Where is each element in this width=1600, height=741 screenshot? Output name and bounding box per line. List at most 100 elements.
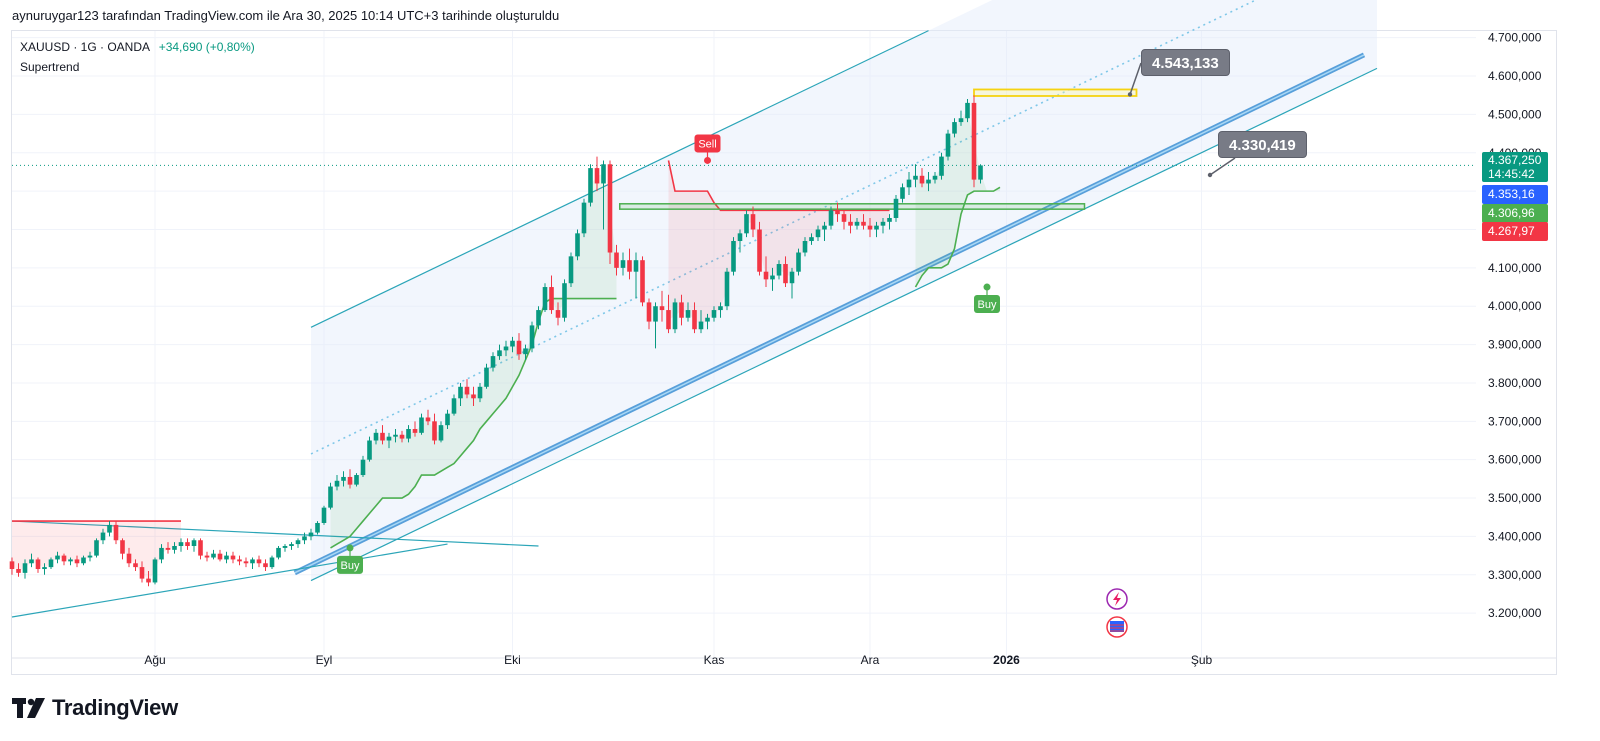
y-tick-label: 3.300,000: [1488, 568, 1542, 582]
candle-body: [9, 561, 15, 570]
candle-body: [887, 217, 892, 222]
candle-body: [282, 546, 288, 548]
candle-body: [711, 310, 717, 318]
channel-lower-line: [310, 67, 1378, 582]
candle-body: [822, 225, 827, 230]
candle-body: [835, 210, 840, 215]
candle-body: [529, 325, 535, 349]
supertrend-up-1: [330, 297, 617, 549]
supertrend-up-2: [914, 186, 1001, 288]
candle-body: [718, 306, 723, 311]
candle-body: [919, 175, 925, 184]
candle-body: [250, 559, 255, 564]
candle-body: [87, 555, 93, 558]
candle-body: [237, 559, 242, 562]
candle-body: [848, 221, 853, 226]
candle-body: [763, 271, 769, 280]
x-tick-label: Eki: [504, 653, 521, 667]
candle-body: [347, 476, 353, 485]
candle-body: [451, 398, 457, 414]
candle-body: [789, 271, 795, 284]
legend-change: +34,690 (+0,80%): [158, 40, 255, 54]
candle-body: [55, 555, 60, 560]
candle-body: [393, 434, 398, 437]
y-tick-label: 3.600,000: [1488, 453, 1542, 467]
signal-box: [337, 555, 363, 574]
candle-body: [770, 275, 775, 280]
candle-body: [81, 557, 86, 564]
signal-label: Buy: [978, 299, 997, 311]
candle-body: [737, 233, 743, 242]
candle-body: [386, 436, 392, 441]
candle-body: [802, 241, 808, 253]
callout-upper[interactable]: 4.543,133: [1141, 49, 1230, 76]
y-tick-label: 3.800,000: [1488, 376, 1542, 390]
flag-icon: [1110, 621, 1124, 632]
candle-body: [230, 555, 236, 560]
channel-upper-line: [310, 30, 929, 328]
candle-body: [666, 310, 671, 330]
legend-symbol[interactable]: XAUUSD · 1G · OANDA +34,690 (+0,80%): [20, 40, 255, 54]
candle-body: [464, 386, 470, 395]
y-tick-label: 3.400,000: [1488, 529, 1542, 543]
candle-body: [48, 559, 54, 568]
candle-body: [724, 271, 730, 307]
candle-body: [380, 432, 385, 441]
legend-indicator[interactable]: Supertrend: [20, 60, 80, 74]
lightning-icon: [1113, 592, 1121, 606]
candle-body: [575, 233, 580, 257]
x-tick-label: 2026: [993, 653, 1020, 667]
x-tick-label: Ağu: [144, 653, 165, 667]
callout-lower[interactable]: 4.330,419: [1218, 131, 1307, 158]
signal-sell[interactable]: Sell: [694, 134, 721, 164]
candle-body: [302, 536, 307, 541]
candle-body: [698, 321, 704, 330]
candle-body: [276, 547, 281, 558]
candle-body: [360, 459, 366, 476]
candle-body: [893, 198, 899, 218]
tradingview-logo[interactable]: TradingView: [12, 695, 178, 721]
candle-body: [685, 310, 691, 318]
supertrend-up-2-fill: [915, 110, 1000, 288]
economic-event-icon[interactable]: [1106, 588, 1128, 610]
candle-body: [750, 214, 756, 230]
y-tick-label: 3.200,000: [1488, 606, 1542, 620]
candle-body: [471, 394, 476, 399]
candle-body: [165, 547, 171, 550]
candle-body: [16, 569, 21, 573]
candle-body: [815, 229, 821, 238]
candle-body: [516, 340, 522, 355]
candle-body: [945, 133, 951, 157]
candle-body: [510, 340, 515, 347]
candle-body: [588, 168, 593, 203]
chart-attribution: aynuruygar123 tarafından TradingView.com…: [12, 8, 560, 23]
signal-buy2[interactable]: Buy: [974, 283, 1000, 314]
callout-lower-point: [1207, 172, 1213, 178]
candle-body: [555, 310, 561, 318]
signal-label: Sell: [698, 138, 716, 150]
candle-body: [308, 532, 314, 537]
candle-body: [269, 557, 275, 568]
candle-body: [321, 507, 327, 523]
candle-body: [620, 260, 626, 268]
flag-event-icon[interactable]: [1106, 616, 1128, 638]
candle-body: [939, 156, 944, 176]
candle-body: [191, 540, 197, 547]
x-tick-label: Şub: [1191, 653, 1213, 667]
signal-buy1[interactable]: Buy: [337, 544, 363, 574]
candle-body: [705, 317, 710, 322]
candle-body: [373, 432, 379, 441]
candle-body: [198, 540, 203, 556]
legend-symbol-text: XAUUSD · 1G · OANDA: [20, 40, 150, 54]
y-tick-label: 4.600,000: [1488, 69, 1542, 83]
candle-body: [549, 287, 554, 311]
candle-body: [133, 563, 138, 568]
candle-body: [854, 221, 860, 226]
candle-body: [152, 559, 158, 583]
candle-body: [880, 221, 886, 226]
y-tick-label: 4.100,000: [1488, 261, 1542, 275]
candle-body: [646, 302, 652, 322]
x-tick-label: Eyl: [316, 653, 333, 667]
candle-body: [757, 229, 762, 272]
